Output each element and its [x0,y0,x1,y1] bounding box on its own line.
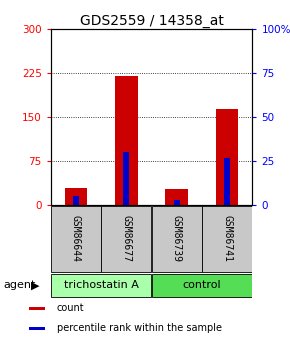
Text: ▶: ▶ [30,280,39,290]
FancyBboxPatch shape [51,206,101,272]
Text: GSM86741: GSM86741 [222,215,232,263]
Bar [115,76,138,205]
Text: control: control [183,280,221,290]
Text: count: count [57,303,84,313]
Text: trichostatin A: trichostatin A [64,280,139,290]
FancyBboxPatch shape [102,206,151,272]
FancyBboxPatch shape [202,206,252,272]
Bar [29,307,45,310]
Text: GSM86677: GSM86677 [121,215,131,263]
Text: percentile rank within the sample: percentile rank within the sample [57,323,222,333]
Bar [73,196,79,205]
Text: GSM86644: GSM86644 [71,215,81,263]
Bar [29,327,45,330]
FancyBboxPatch shape [51,274,151,297]
Text: agent: agent [3,280,35,290]
Bar [165,189,188,205]
FancyBboxPatch shape [152,206,202,272]
Bar [224,158,230,205]
Bar [174,200,180,205]
Title: GDS2559 / 14358_at: GDS2559 / 14358_at [79,14,224,28]
Text: GSM86739: GSM86739 [172,215,182,263]
Bar [65,188,87,205]
FancyBboxPatch shape [152,274,252,297]
Bar [123,152,129,205]
Bar [216,108,238,205]
